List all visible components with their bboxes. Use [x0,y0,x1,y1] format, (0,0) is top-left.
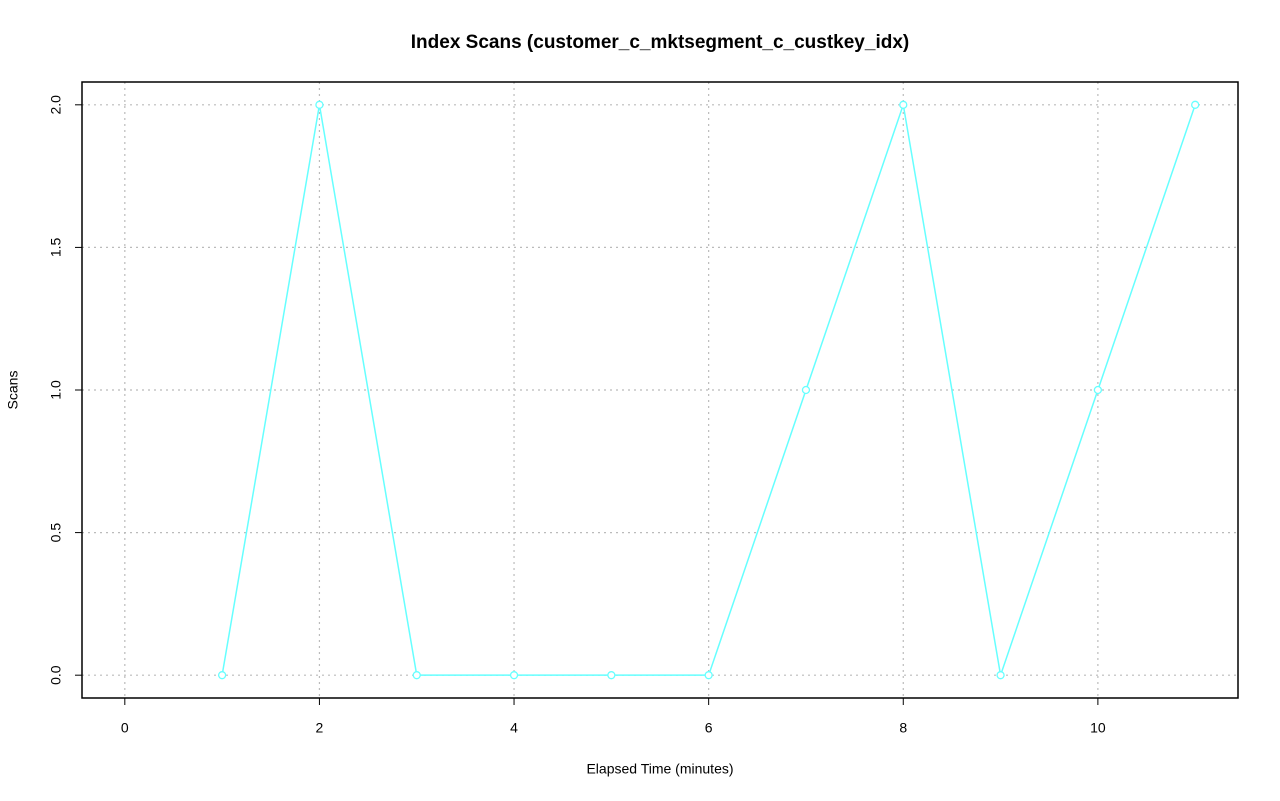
x-tick-label: 4 [510,720,518,736]
x-axis-label: Elapsed Time (minutes) [586,761,733,777]
x-tick-label: 2 [316,720,324,736]
data-point [217,671,227,680]
y-tick-label: 1.5 [48,237,64,257]
x-tick-label: 10 [1090,720,1106,736]
y-tick-label: 0.5 [48,523,64,543]
data-point [412,671,421,680]
data-point [801,385,811,395]
y-tick-label: 2.0 [48,95,64,115]
data-point [704,671,713,680]
data-point [996,671,1005,680]
x-tick-label: 0 [121,720,129,736]
data-point [315,100,324,109]
data-point [1191,100,1200,109]
data-point [1093,385,1103,395]
y-tick-label: 1.0 [48,380,64,400]
y-axis-label: Scans [5,371,21,410]
x-tick-label: 8 [899,720,907,736]
x-tick-label: 6 [705,720,713,736]
plot-frame [81,81,1239,699]
data-point [899,100,908,109]
data-point [509,671,519,680]
y-tick-label: 0.0 [48,665,64,685]
chart-title: Index Scans (customer_c_mktsegment_c_cus… [411,32,909,53]
data-point [607,671,616,680]
